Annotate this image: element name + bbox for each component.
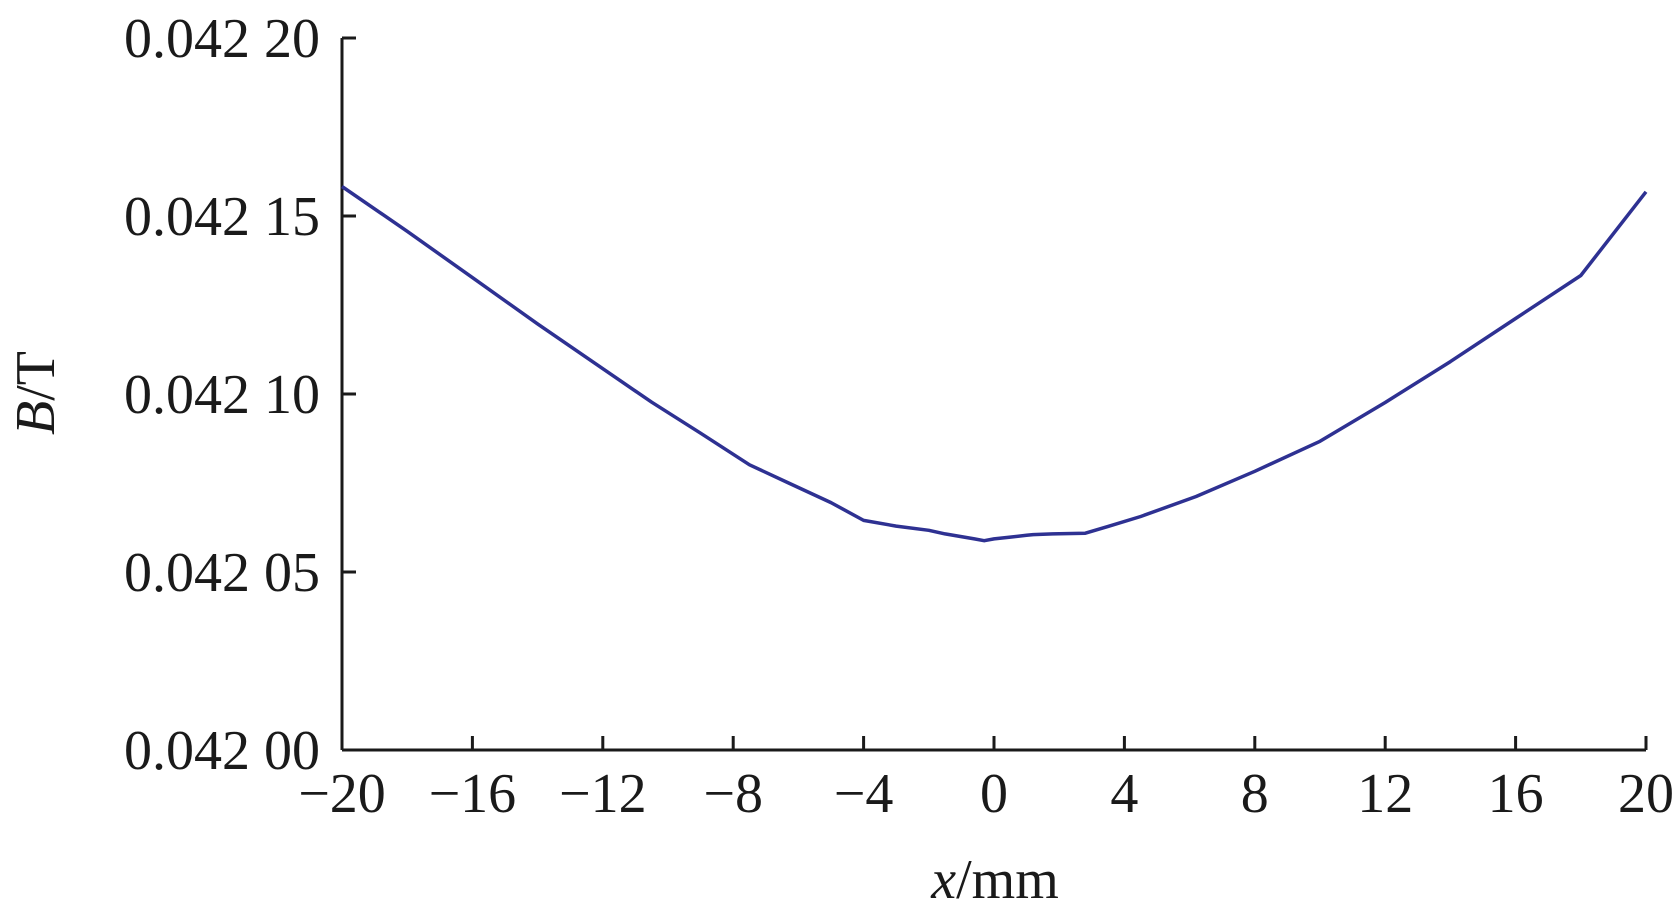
x-tick-label: 12 xyxy=(1357,763,1413,825)
x-axis-variable: x xyxy=(930,849,956,911)
x-tick-label: 8 xyxy=(1241,763,1269,825)
y-tick-label: 0.042 15 xyxy=(124,186,320,248)
y-axis-ticks: 0.042 00 0.042 05 0.042 10 0.042 15 0.042 20 xyxy=(124,8,356,782)
y-axis-variable: B xyxy=(5,401,67,435)
y-axis-title: B/T xyxy=(5,351,67,435)
x-tick-label: −16 xyxy=(429,763,517,825)
x-tick-label: 0 xyxy=(980,763,1008,825)
y-tick-label: 0.042 00 xyxy=(124,720,320,782)
x-axis-unit: /mm xyxy=(956,849,1059,911)
x-tick-label: −4 xyxy=(834,763,894,825)
x-axis-ticks: −20 −16 −12 −8 −4 0 4 8 12 16 20 xyxy=(298,736,1674,825)
x-tick-label: 16 xyxy=(1488,763,1544,825)
x-tick-label: 20 xyxy=(1618,763,1674,825)
series-layer xyxy=(341,185,1648,543)
axes xyxy=(340,38,1646,752)
y-tick-label: 0.042 10 xyxy=(124,364,320,426)
y-tick-label: 0.042 20 xyxy=(124,8,320,70)
x-tick-label: −20 xyxy=(298,763,386,825)
x-tick-label: −8 xyxy=(703,763,763,825)
series-line xyxy=(341,185,1648,543)
x-axis-title: x/mm xyxy=(930,849,1059,911)
y-axis-unit: /T xyxy=(5,351,67,401)
y-tick-label: 0.042 05 xyxy=(124,542,320,604)
x-tick-label: −12 xyxy=(559,763,647,825)
x-tick-label: 4 xyxy=(1110,763,1138,825)
